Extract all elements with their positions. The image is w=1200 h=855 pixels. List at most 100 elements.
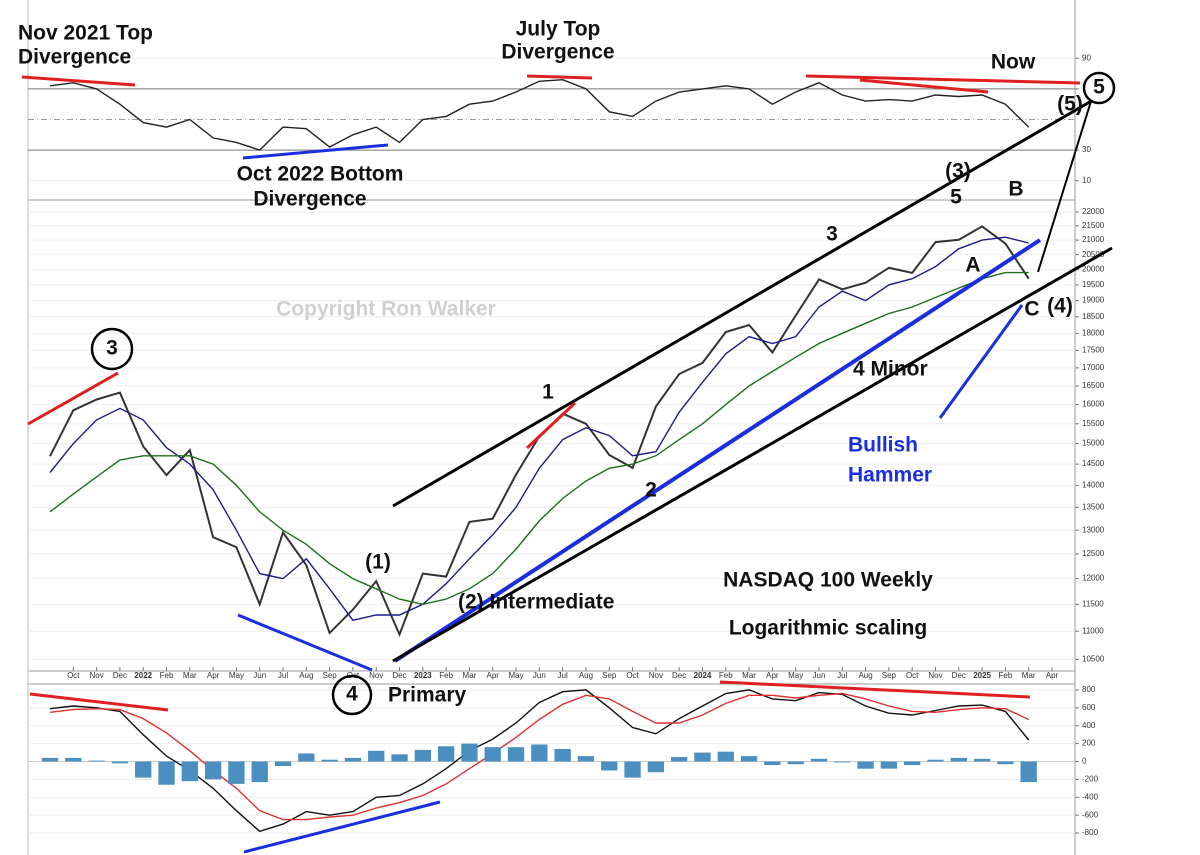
x-tick-label: Jun (813, 671, 826, 680)
x-tick-label: May (508, 671, 523, 680)
x-tick-label: Nov (928, 671, 942, 680)
price-line (49, 271, 1029, 606)
y-tick-label: 12000 (1082, 574, 1105, 583)
x-tick-label: May (788, 671, 803, 680)
x-tick-label: Jul (278, 671, 288, 680)
x-tick-label: 2025 (973, 671, 991, 680)
x-tick-label: Dec (113, 671, 127, 680)
x-tick-label: Sep (882, 671, 897, 680)
histogram-bar (717, 751, 734, 762)
histogram-bar (274, 761, 292, 766)
x-tick-label: Oct (906, 671, 919, 680)
x-tick-label: Apr (487, 671, 500, 680)
histogram-bar (321, 759, 338, 762)
y-tick-label: 18000 (1082, 328, 1105, 337)
y-tick-label: 19500 (1082, 280, 1105, 289)
histogram-bar (391, 754, 408, 762)
y-tick-label: 15000 (1082, 439, 1105, 448)
annotation: 2 (645, 479, 657, 502)
trend-line (859, 78, 989, 94)
x-tick-label: Feb (439, 671, 453, 680)
histogram-bar (344, 757, 362, 762)
histogram-bar (181, 761, 198, 782)
x-tick-label: Jun (253, 671, 266, 680)
price-line (49, 236, 1029, 622)
histogram-bar (764, 761, 781, 766)
y-tick-label: 16500 (1082, 381, 1105, 390)
annotation: (5) (1057, 93, 1083, 116)
histogram-bar (507, 747, 525, 762)
x-tick-label: May (229, 671, 244, 680)
annotation-circle (90, 327, 134, 371)
histogram-bar (251, 761, 268, 783)
trend-line (938, 304, 1024, 419)
x-tick-label: Apr (207, 671, 220, 680)
x-tick-label: Mar (742, 671, 756, 680)
trend-line (27, 371, 119, 426)
trend-line (393, 238, 1042, 663)
x-tick-label: Nov (649, 671, 663, 680)
histogram-bar (927, 759, 944, 762)
histogram-bar (298, 753, 315, 762)
x-tick-label: Sep (602, 671, 617, 680)
annotation: Primary (388, 684, 467, 707)
x-tick-label: Aug (579, 671, 593, 680)
x-tick-label: Mar (1022, 671, 1036, 680)
y-tick-label: -400 (1082, 792, 1099, 801)
histogram-bar (740, 756, 758, 762)
histogram-bar (601, 761, 618, 771)
annotation: 3 (106, 337, 118, 360)
histogram-bar (135, 761, 152, 778)
x-tick-label: Mar (463, 671, 477, 680)
trend-line (21, 75, 136, 87)
macd-line (49, 689, 1030, 833)
panel-frames (27, 0, 1076, 855)
annotation-circle (331, 674, 373, 716)
y-tick-label: 11000 (1082, 626, 1104, 635)
histogram-bar (857, 761, 874, 769)
y-tick-label: -200 (1082, 774, 1099, 783)
trend-line (392, 94, 1101, 508)
y-tick-label: 10 (1082, 176, 1091, 185)
histogram-bar (531, 744, 548, 762)
histogram-bar (158, 761, 175, 785)
histogram-bar (904, 761, 921, 766)
histogram-bar (647, 761, 665, 773)
y-tick-label: 18500 (1082, 312, 1105, 321)
y-tick-label: 12500 (1082, 549, 1105, 558)
annotation: (3) (945, 160, 971, 183)
histogram-bar (65, 757, 82, 762)
histogram-bar (204, 761, 222, 780)
x-tick-label: Sep (323, 671, 338, 680)
trend-line (1037, 97, 1093, 273)
trend-line (237, 613, 373, 672)
x-tick-label: Dec (672, 671, 686, 680)
histogram-bar (671, 757, 688, 762)
trend-line (29, 692, 169, 712)
trend-line (805, 74, 1081, 85)
y-tick-label: 30 (1082, 145, 1091, 154)
annotation: B (1008, 178, 1023, 201)
x-tick-label: Jul (837, 671, 847, 680)
y-tick-label: 20500 (1082, 250, 1105, 259)
annotation: (2) Intermediate (458, 591, 614, 614)
annotation: 3 (826, 223, 838, 246)
y-tick-label: 10500 (1082, 654, 1105, 663)
x-tick-label: Jul (558, 671, 568, 680)
histogram-bar (41, 757, 59, 762)
annotation: 5 (1093, 76, 1105, 99)
annotation: Divergence (253, 188, 366, 211)
annotation: (1) (365, 551, 391, 574)
y-tick-label: 22000 (1082, 207, 1105, 216)
histogram-bar (787, 761, 804, 765)
histogram-bar (694, 752, 711, 762)
histogram-bar (624, 761, 641, 778)
y-tick-label: 17500 (1082, 345, 1105, 354)
x-tick-label: Jun (533, 671, 546, 680)
annotation: July Top (516, 18, 601, 41)
annotation-circle (1082, 71, 1116, 105)
y-tick-label: 17000 (1082, 363, 1105, 372)
x-tick-label: Oct (626, 671, 639, 680)
x-tick-label: Feb (719, 671, 733, 680)
